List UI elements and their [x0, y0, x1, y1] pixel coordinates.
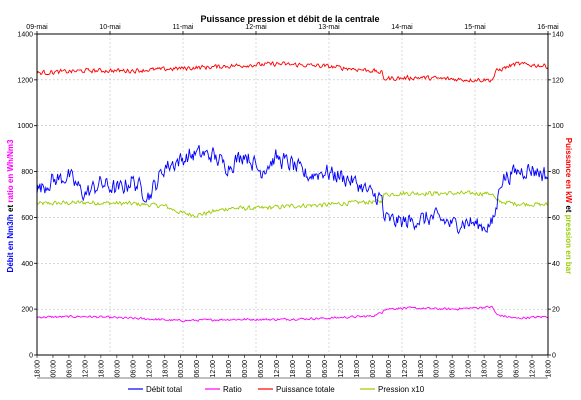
x-tick-label: 18:00 [162, 360, 169, 378]
x-tick-label: 12:00 [210, 360, 217, 378]
y-right-tick-label: 80 [552, 169, 560, 176]
y-left-tick-label: 200 [21, 307, 33, 314]
y-right-tick-label: 0 [552, 353, 556, 360]
series-line [36, 61, 549, 83]
x-tick-label: 00:00 [114, 360, 121, 378]
series-line [36, 305, 549, 323]
legend-entry: Ratio [223, 385, 242, 394]
x-tick-label: 18:00 [418, 360, 425, 378]
y-right-tick-label: 140 [552, 32, 564, 39]
series-layer [36, 61, 549, 323]
x-tick-label: 00:00 [178, 360, 185, 378]
axis-label-part: et [564, 203, 573, 215]
x-tick-label: 12:00 [82, 360, 89, 378]
x-tick-label: 12:00 [402, 360, 409, 378]
x-tick-label: 00:00 [498, 360, 505, 378]
x-tick-label: 00:00 [306, 360, 313, 378]
top-axis-label: 15-mai [464, 24, 486, 31]
x-tick-label: 18:00 [482, 360, 489, 378]
axis-label-part: pression en bar [564, 215, 573, 275]
x-tick-label: 00:00 [50, 360, 57, 378]
x-tick-label: 12:00 [338, 360, 345, 378]
axes: 0 200 400 600 800 1000 1200 1400 0 20 40 60 80 100 120… [17, 24, 563, 378]
y-right-tick-label: 100 [552, 123, 564, 130]
y-left-tick-label: 0 [29, 353, 33, 360]
top-axis-label: 16-mai [537, 24, 559, 31]
x-tick-label: 18:00 [546, 360, 553, 378]
x-tick-label: 00:00 [242, 360, 249, 378]
x-tick-label: 18:00 [98, 360, 105, 378]
legend-entry: Pression x10 [378, 385, 425, 394]
x-tick-label: 18:00 [35, 360, 42, 378]
x-tick-label: 06:00 [514, 360, 521, 378]
x-tick-label: 06:00 [130, 360, 137, 378]
x-tick-label: 12:00 [530, 360, 537, 378]
y-right-tick-label: 120 [552, 77, 564, 84]
y-left-tick-label: 400 [21, 261, 33, 268]
x-tick-label: 18:00 [226, 360, 233, 378]
x-tick-label: 06:00 [386, 360, 393, 378]
x-tick-label: 06:00 [322, 360, 329, 378]
y-left-tick-label: 1000 [17, 123, 33, 130]
legend-entry: Débit total [146, 385, 182, 394]
x-tick-label: 12:00 [146, 360, 153, 378]
x-tick-label: 06:00 [258, 360, 265, 378]
x-tick-label: 06:00 [450, 360, 457, 378]
y-left-tick-label: 1200 [17, 77, 33, 84]
x-tick-label: 00:00 [370, 360, 377, 378]
y-left-axis-label: Débit en Nm3/h et ratio en Wh/Nm3 [6, 139, 15, 272]
top-axis-label: 14-mai [391, 24, 413, 31]
y-left-tick-label: 600 [21, 215, 33, 222]
axis-label-part: et [6, 203, 15, 215]
x-tick-label: 18:00 [354, 360, 361, 378]
axis-label-part: Débit en Nm3/h [6, 214, 15, 272]
series-line [36, 145, 549, 235]
y-right-axis-label: Puissance en kW et pression en bar [564, 138, 573, 275]
x-tick-label: 06:00 [194, 360, 201, 378]
series-line [36, 190, 549, 218]
top-axis-label: 13-mai [318, 24, 340, 31]
y-right-tick-label: 40 [552, 261, 560, 268]
top-axis-label: 09-mai [26, 24, 48, 31]
x-tick-label: 06:00 [66, 360, 73, 378]
y-left-tick-label: 1400 [17, 32, 33, 39]
top-axis-label: 10-mai [99, 24, 121, 31]
legend: Débit total Ratio Puissance totale Pression… [37, 377, 548, 394]
y-left-tick-label: 800 [21, 169, 33, 176]
top-axis-label: 11-mai [173, 24, 194, 31]
chart-title: Puissance pression et débit de la centra… [200, 14, 379, 24]
y-right-tick-label: 60 [552, 215, 560, 222]
axis-label-part: ratio en Wh/Nm3 [6, 139, 15, 203]
x-tick-label: 18:00 [290, 360, 297, 378]
y-right-tick-label: 20 [552, 307, 560, 314]
x-tick-label: 12:00 [274, 360, 281, 378]
x-tick-label: 00:00 [434, 360, 441, 378]
axis-label-part: Puissance en kW [564, 138, 573, 204]
legend-entry: Puissance totale [276, 385, 335, 394]
x-tick-label: 12:00 [466, 360, 473, 378]
top-axis-label: 12-mai [245, 24, 267, 31]
